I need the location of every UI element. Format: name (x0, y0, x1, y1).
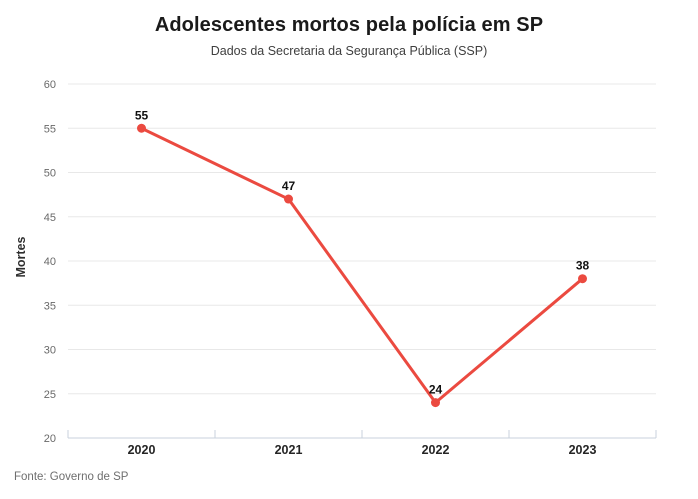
y-axis-tick-label: 20 (44, 433, 56, 445)
x-axis-label: 2020 (128, 443, 156, 457)
y-axis-tick-label: 50 (44, 168, 56, 180)
x-axis-label: 2022 (422, 443, 450, 457)
data-line (140, 126, 584, 405)
data-point[interactable] (578, 274, 587, 284)
x-axis-label: 2023 (569, 443, 597, 457)
data-point-label: 47 (282, 179, 296, 193)
y-axis-tick-label: 30 (44, 345, 56, 357)
y-axis-title: Mortes (14, 236, 28, 277)
data-point-label: 38 (576, 259, 590, 273)
data-point-label: 24 (429, 383, 443, 397)
data-point[interactable] (431, 398, 440, 408)
y-axis-tick-label: 60 (44, 79, 56, 91)
y-axis-tick-label: 35 (44, 300, 56, 312)
y-axis-tick-label: 45 (44, 212, 56, 224)
y-axis-tick-label: 55 (44, 123, 56, 135)
x-axis-label: 2021 (275, 443, 303, 457)
y-axis-tick-label: 40 (44, 256, 56, 268)
data-point[interactable] (284, 194, 293, 204)
data-point[interactable] (137, 123, 146, 133)
chart-title: Adolescentes mortos pela polícia em SP (154, 14, 544, 36)
source-note: Fonte: Governo de SP (14, 471, 129, 483)
chart-header: Adolescentes mortos pela polícia em SP D… (0, 14, 698, 58)
y-axis-tick-label: 25 (44, 389, 56, 401)
chart-subtitle: Dados da Secretaria da Segurança Pública… (210, 44, 488, 58)
data-point-label: 55 (135, 108, 149, 122)
